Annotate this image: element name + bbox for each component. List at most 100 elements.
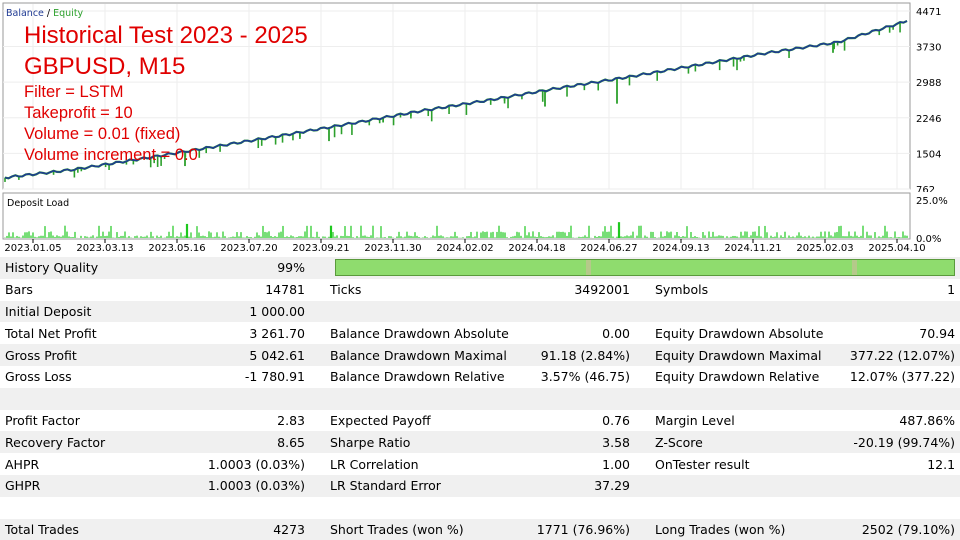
spacer (310, 322, 325, 345)
history-quality-bar (335, 259, 956, 277)
deposit-load-bars (4, 222, 908, 238)
stats-row: Total Net Profit 3 261.70 Balance Drawdown… (0, 322, 960, 345)
spacer (635, 300, 650, 323)
balance-tick-label: 4471 (916, 7, 941, 18)
date-tick-label: 2023.07.20 (220, 243, 277, 254)
spacer (310, 453, 325, 475)
deposit-load-chart: Deposit Load 25.0% 0.0% 2023.01.05 2023.0… (2, 192, 948, 254)
stat-value: 1.0003 (0.03%) (180, 453, 310, 475)
stat-label: LR Correlation (325, 453, 525, 475)
deposit-load-label: Deposit Load (7, 198, 69, 209)
legend-separator: / (44, 8, 53, 19)
stat-label (325, 496, 525, 519)
stat-value: 1.00 (525, 453, 635, 475)
stat-label: Expected Payoff (325, 409, 525, 432)
date-tick-label: 2023.09.21 (292, 243, 349, 254)
stat-value: 4273 (180, 518, 310, 540)
stat-label: AHPR (0, 453, 180, 475)
stat-value (840, 387, 960, 410)
annotation-title: Historical Test 2023 - 2025 (24, 22, 308, 49)
stat-label: Balance Drawdown Absolute (325, 322, 525, 345)
balance-grid (3, 4, 910, 190)
balance-line (4, 20, 908, 180)
spacer (310, 365, 325, 388)
date-tick-label: 2024.09.13 (652, 243, 709, 254)
stat-label: Gross Profit (0, 344, 180, 366)
stats-row: Gross Profit 5 042.61 Balance Drawdown Max… (0, 344, 960, 366)
stat-value: 3.57% (46.75) (525, 365, 635, 388)
spacer (635, 453, 650, 475)
stat-label: LR Standard Error (325, 474, 525, 497)
stat-label: Equity Drawdown Absolute (650, 322, 840, 345)
stat-label (0, 387, 180, 410)
stats-row: Recovery Factor 8.65 Sharpe Ratio 3.58 Z-Sco… (0, 431, 960, 454)
deposit-tick-bottom: 0.0% (916, 234, 941, 245)
date-tick-label: 2025.02.03 (796, 243, 853, 254)
stat-value: 91.18 (2.84%) (525, 344, 635, 366)
date-tick-label: 2023.01.05 (4, 243, 61, 254)
stat-label: Total Net Profit (0, 322, 180, 345)
annotation-param-volume-increment: Volume increment = 0.0 (24, 146, 198, 164)
history-quality-label: History Quality (0, 257, 180, 279)
spacer (635, 496, 650, 519)
stat-label (325, 300, 525, 323)
date-tick-label: 2024.02.02 (436, 243, 493, 254)
stats-row (0, 496, 960, 519)
stat-label: Short Trades (won %) (325, 518, 525, 540)
date-tick-label: 2023.11.30 (364, 243, 421, 254)
spacer (310, 518, 325, 540)
stat-label: GHPR (0, 474, 180, 497)
stat-label: Equity Drawdown Maximal (650, 344, 840, 366)
spacer (310, 257, 325, 279)
balance-y-axis: 4471 3730 2988 2246 1504 762 (916, 7, 941, 192)
test-annotation: Historical Test 2023 - 2025 GBPUSD, M15 … (24, 20, 308, 166)
stat-value: 2.83 (180, 409, 310, 432)
stats-row: Gross Loss -1 780.91 Balance Drawdown Rela… (0, 365, 960, 388)
spacer (310, 474, 325, 497)
stats-row (0, 387, 960, 410)
chart-legend: Balance / Equity (6, 8, 84, 19)
spacer (310, 300, 325, 323)
quality-gap-2 (852, 260, 858, 276)
quality-gap-1 (586, 260, 592, 276)
stat-label: OnTester result (650, 453, 840, 475)
balance-tick-label: 2988 (916, 78, 941, 89)
stat-label: Initial Deposit (0, 300, 180, 323)
stats-row-history-quality: History Quality 99% (0, 257, 960, 279)
stat-value: 487.86% (840, 409, 960, 432)
stats-row: Total Trades 4273 Short Trades (won %) 1771… (0, 518, 960, 540)
spacer (310, 278, 325, 301)
stat-value: 3 261.70 (180, 322, 310, 345)
stat-value: 70.94 (840, 322, 960, 345)
spacer (635, 344, 650, 366)
legend-balance: Balance (6, 8, 44, 19)
stat-value: 1 000.00 (180, 300, 310, 323)
stat-value (180, 387, 310, 410)
stat-label: Bars (0, 278, 180, 301)
deposit-chart-frame (2, 192, 911, 240)
balance-equity-chart: 4471 3730 2988 2246 1504 762 Balance / Equity (2, 2, 941, 192)
date-tick-label: 2025.04.10 (868, 243, 925, 254)
stat-label: Symbols (650, 278, 840, 301)
balance-tick-label: 2246 (916, 114, 941, 125)
stat-value: 8.65 (180, 431, 310, 454)
spacer (635, 278, 650, 301)
spacer (310, 387, 325, 410)
stat-value: 0.76 (525, 409, 635, 432)
stat-label (650, 387, 840, 410)
stats-row: Bars 14781 Ticks 3492001 Symbols 1 (0, 278, 960, 301)
stat-value: 12.1 (840, 453, 960, 475)
equity-spikes (4, 22, 901, 182)
stat-label: Balance Drawdown Maximal (325, 344, 525, 366)
stat-value: 3492001 (525, 278, 635, 301)
stat-value: 37.29 (525, 474, 635, 497)
stat-value (525, 496, 635, 519)
stat-label (650, 496, 840, 519)
date-tick-label: 2023.03.13 (76, 243, 133, 254)
spacer (635, 474, 650, 497)
stat-value: 14781 (180, 278, 310, 301)
legend-equity: Equity (53, 8, 83, 19)
stat-value: 3.58 (525, 431, 635, 454)
spacer (635, 365, 650, 388)
stat-label: Total Trades (0, 518, 180, 540)
